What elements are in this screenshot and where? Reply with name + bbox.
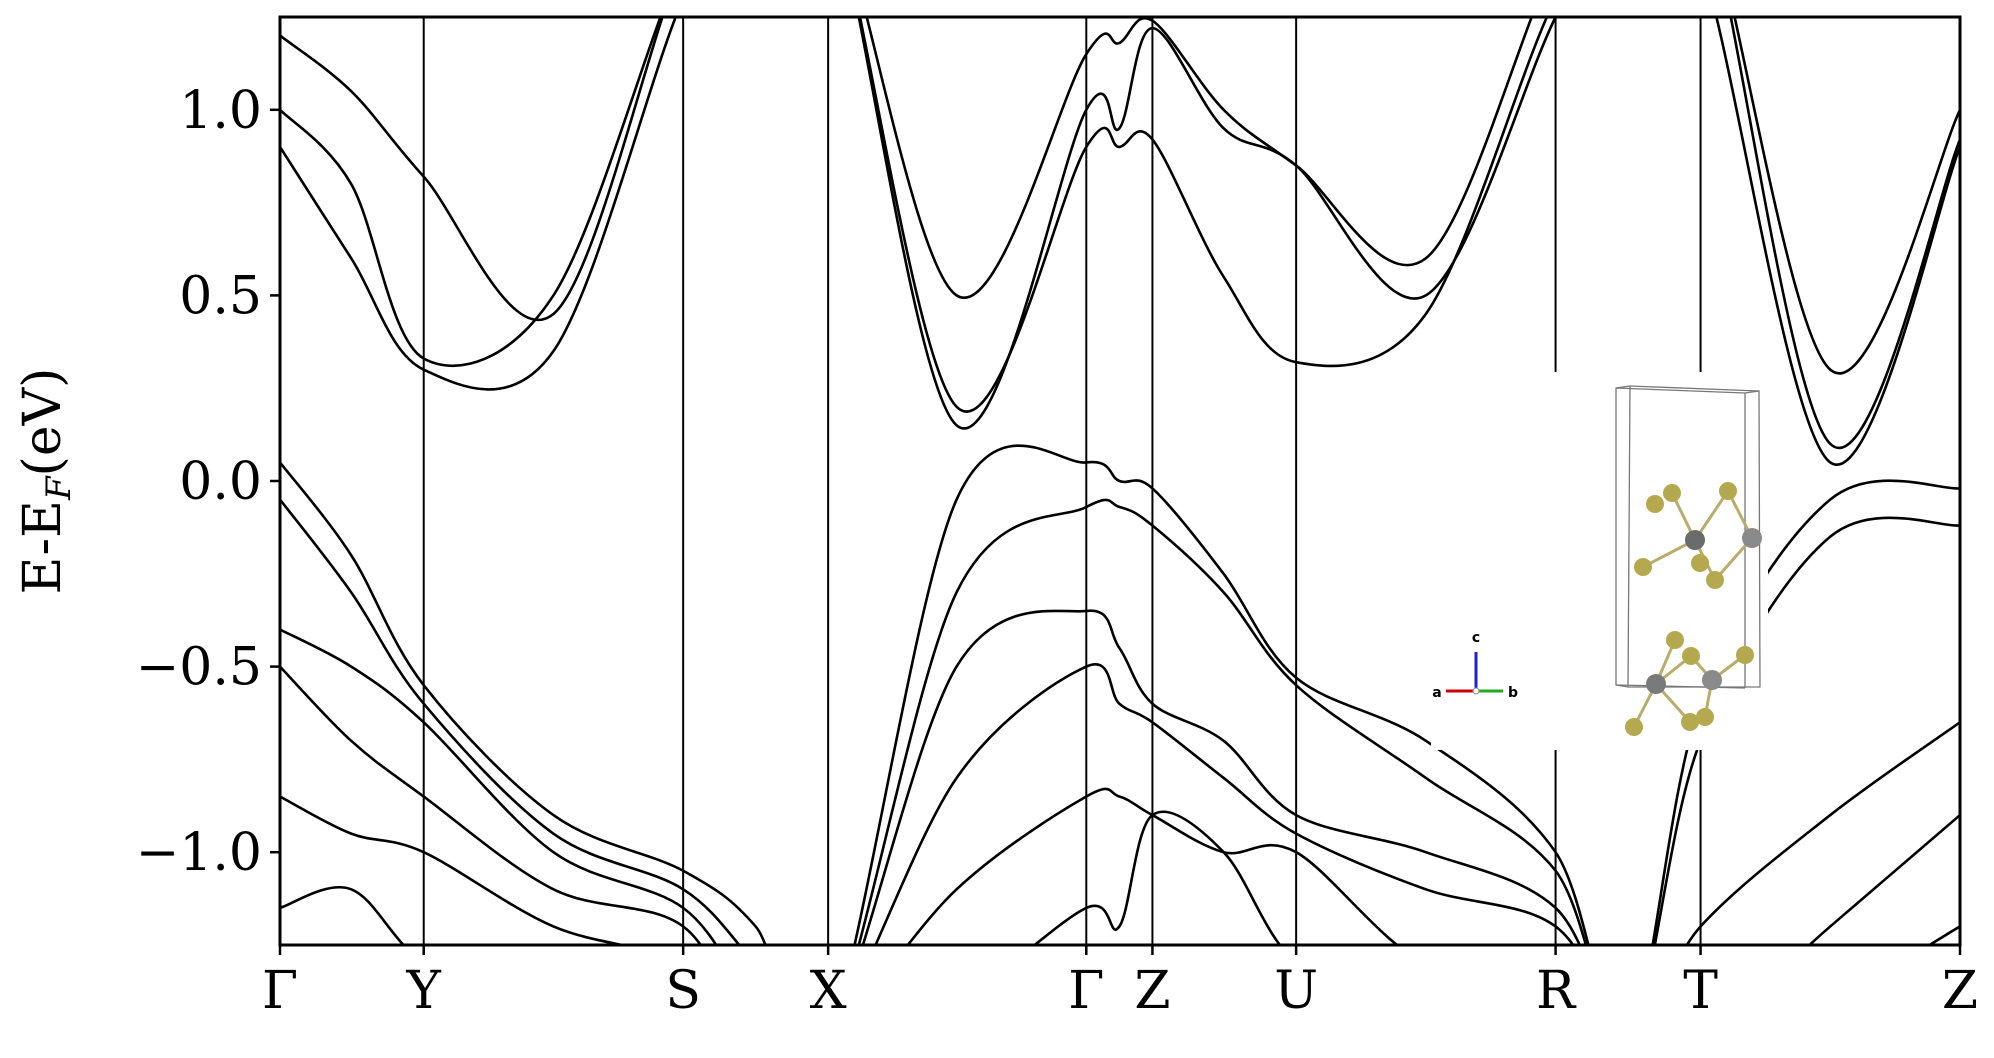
- x-tick-label: S: [665, 961, 701, 1021]
- x-tick-label: X: [810, 961, 847, 1021]
- y-tick-label: 0.5: [179, 266, 262, 326]
- bonds: [1632, 490, 1754, 728]
- x-tick-label: Γ: [1068, 961, 1104, 1021]
- x-tick-label: Y: [406, 961, 442, 1021]
- band-line: [280, 810, 1282, 945]
- inset-background: [1431, 372, 1768, 750]
- x-tick-label: U: [1274, 961, 1318, 1021]
- y-tick-label: −1.0: [136, 823, 262, 883]
- band-line: [280, 17, 1960, 466]
- band-line: [280, 609, 1960, 945]
- band-line: [280, 663, 1960, 945]
- axis-label-b: b: [1508, 685, 1518, 701]
- atoms: [1625, 482, 1762, 736]
- y-tick-label: 0.0: [179, 452, 262, 512]
- bands: [280, 17, 1960, 945]
- band-line: [280, 17, 1960, 375]
- axis-label-c: c: [1472, 630, 1480, 646]
- axis-triad: a b c: [1432, 630, 1518, 701]
- y-axis-label: E-EF(eV): [13, 368, 79, 595]
- x-tick-label: Z: [1942, 961, 1978, 1021]
- x-tick-label: Γ: [262, 961, 298, 1021]
- y-label-unit: (eV): [13, 368, 73, 477]
- y-tick-label: 1.0: [179, 81, 262, 141]
- y-tick-label: −0.5: [136, 638, 262, 698]
- y-label-sub: F: [39, 475, 79, 501]
- unit-cell: [1615, 385, 1761, 689]
- band-line: [280, 498, 1960, 945]
- y-label-main: E-E: [13, 500, 73, 594]
- band-line: [280, 17, 1960, 449]
- x-tick-label: R: [1536, 961, 1577, 1021]
- band-line: [280, 444, 1960, 945]
- axis-label-a: a: [1432, 685, 1441, 701]
- x-tick-label: Z: [1134, 961, 1170, 1021]
- x-tick-label: T: [1683, 961, 1718, 1021]
- structure-inset: a b c: [1431, 372, 1768, 750]
- band-line: [280, 787, 1960, 945]
